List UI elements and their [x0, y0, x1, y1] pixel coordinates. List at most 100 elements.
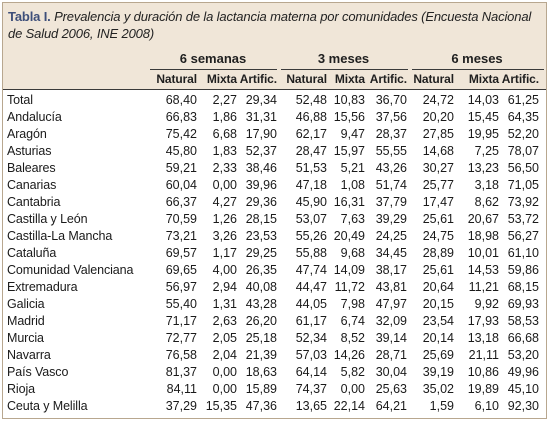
value-cell: 25,63: [375, 382, 407, 396]
region-name: Galicia: [7, 297, 45, 311]
value-cell: 52,20: [507, 127, 539, 141]
value-cell: 35,02: [422, 382, 454, 396]
value-cell: 38,46: [245, 161, 277, 175]
region-name: Rioja: [7, 382, 35, 396]
region-name: País Vasco: [7, 365, 69, 379]
region-name: Extremadura: [7, 280, 78, 294]
subheader-natural: Natural: [286, 72, 327, 86]
value-cell: 60,04: [165, 178, 197, 192]
subheader-natural: Natural: [413, 72, 454, 86]
value-cell: 53,07: [295, 212, 327, 226]
value-cell: 52,48: [295, 93, 327, 107]
value-cell: 11,72: [334, 280, 365, 294]
value-cell: 18,98: [467, 229, 499, 243]
value-cell: 29,36: [245, 195, 277, 209]
value-cell: 24,72: [422, 93, 454, 107]
value-cell: 29,34: [245, 93, 277, 107]
value-cell: 8,62: [474, 195, 499, 209]
value-cell: 13,18: [467, 331, 499, 345]
value-cell: 39,14: [375, 331, 407, 345]
value-cell: 26,35: [245, 263, 277, 277]
caption-band: [3, 3, 546, 47]
value-cell: 25,69: [422, 348, 454, 362]
value-cell: 32,09: [375, 314, 407, 328]
value-cell: 2,63: [212, 314, 237, 328]
value-cell: 17,47: [422, 195, 454, 209]
value-cell: 75,42: [165, 127, 197, 141]
value-cell: 20,20: [422, 110, 454, 124]
table-row: Ceuta y Melilla 37,29 15,35 47,36 13,65 …: [3, 398, 546, 415]
value-cell: 3,18: [474, 178, 499, 192]
value-cell: 21,39: [245, 348, 277, 362]
value-cell: 30,04: [375, 365, 407, 379]
region-name: Total: [7, 93, 33, 107]
value-cell: 28,37: [375, 127, 407, 141]
header-rule: [3, 89, 546, 90]
value-cell: 58,53: [507, 314, 539, 328]
region-name: Cataluña: [7, 246, 57, 260]
value-cell: 1,83: [212, 144, 237, 158]
value-cell: 40,08: [245, 280, 277, 294]
value-cell: 43,26: [375, 161, 407, 175]
value-cell: 15,89: [245, 382, 277, 396]
region-name: Cantabria: [7, 195, 61, 209]
value-cell: 7,63: [340, 212, 365, 226]
value-cell: 38,17: [375, 263, 407, 277]
value-cell: 47,97: [375, 297, 407, 311]
value-cell: 25,61: [422, 212, 454, 226]
value-cell: 66,83: [165, 110, 197, 124]
table-row: Andalucía 66,83 1,86 31,31 46,88 15,56 3…: [3, 109, 546, 126]
value-cell: 19,89: [467, 382, 499, 396]
value-cell: 70,59: [165, 212, 197, 226]
value-cell: 39,29: [375, 212, 407, 226]
table-row: Canarias 60,04 0,00 39,96 47,18 1,08 51,…: [3, 177, 546, 194]
value-cell: 45,90: [295, 195, 327, 209]
value-cell: 52,37: [245, 144, 277, 158]
value-cell: 46,88: [295, 110, 327, 124]
subheader-mixta: Mixta: [468, 72, 499, 86]
value-cell: 30,27: [422, 161, 454, 175]
value-cell: 8,52: [340, 331, 365, 345]
value-cell: 9,92: [474, 297, 499, 311]
group-header-3-meses: 3 meses: [317, 51, 370, 66]
region-name: Aragón: [7, 127, 47, 141]
value-cell: 61,25: [507, 93, 539, 107]
value-cell: 9,47: [340, 127, 365, 141]
value-cell: 2,94: [212, 280, 237, 294]
value-cell: 7,98: [340, 297, 365, 311]
value-cell: 47,74: [295, 263, 327, 277]
value-cell: 13,65: [295, 399, 327, 413]
value-cell: 16,31: [333, 195, 365, 209]
table-row: Asturias 45,80 1,83 52,37 28,47 15,97 55…: [3, 143, 546, 160]
value-cell: 18,63: [245, 365, 277, 379]
value-cell: 29,25: [245, 246, 277, 260]
value-cell: 71,17: [165, 314, 197, 328]
value-cell: 11,21: [468, 280, 499, 294]
value-cell: 2,33: [212, 161, 237, 175]
value-cell: 23,54: [422, 314, 454, 328]
subheader-artificial: Artific.: [239, 72, 277, 86]
value-cell: 6,74: [340, 314, 365, 328]
value-cell: 73,21: [165, 229, 197, 243]
value-cell: 76,58: [165, 348, 197, 362]
value-cell: 61,10: [507, 246, 539, 260]
value-cell: 56,97: [165, 280, 197, 294]
value-cell: 0,00: [340, 382, 365, 396]
subheader-natural: Natural: [156, 72, 197, 86]
value-cell: 66,68: [507, 331, 539, 345]
value-cell: 22,14: [333, 399, 365, 413]
value-cell: 37,56: [375, 110, 407, 124]
value-cell: 7,25: [474, 144, 499, 158]
value-cell: 56,27: [507, 229, 539, 243]
group-header-6-semanas: 6 semanas: [179, 51, 247, 66]
value-cell: 64,35: [507, 110, 539, 124]
value-cell: 3,26: [212, 229, 237, 243]
value-cell: 28,47: [295, 144, 327, 158]
table-row: Cataluña 69,57 1,17 29,25 55,88 9,68 34,…: [3, 245, 546, 262]
value-cell: 25,61: [422, 263, 454, 277]
value-cell: 43,81: [375, 280, 407, 294]
subheader-artificial: Artific.: [369, 72, 407, 86]
value-cell: 2,27: [212, 93, 237, 107]
table-row: Cantabria 66,37 4,27 29,36 45,90 16,31 3…: [3, 194, 546, 211]
